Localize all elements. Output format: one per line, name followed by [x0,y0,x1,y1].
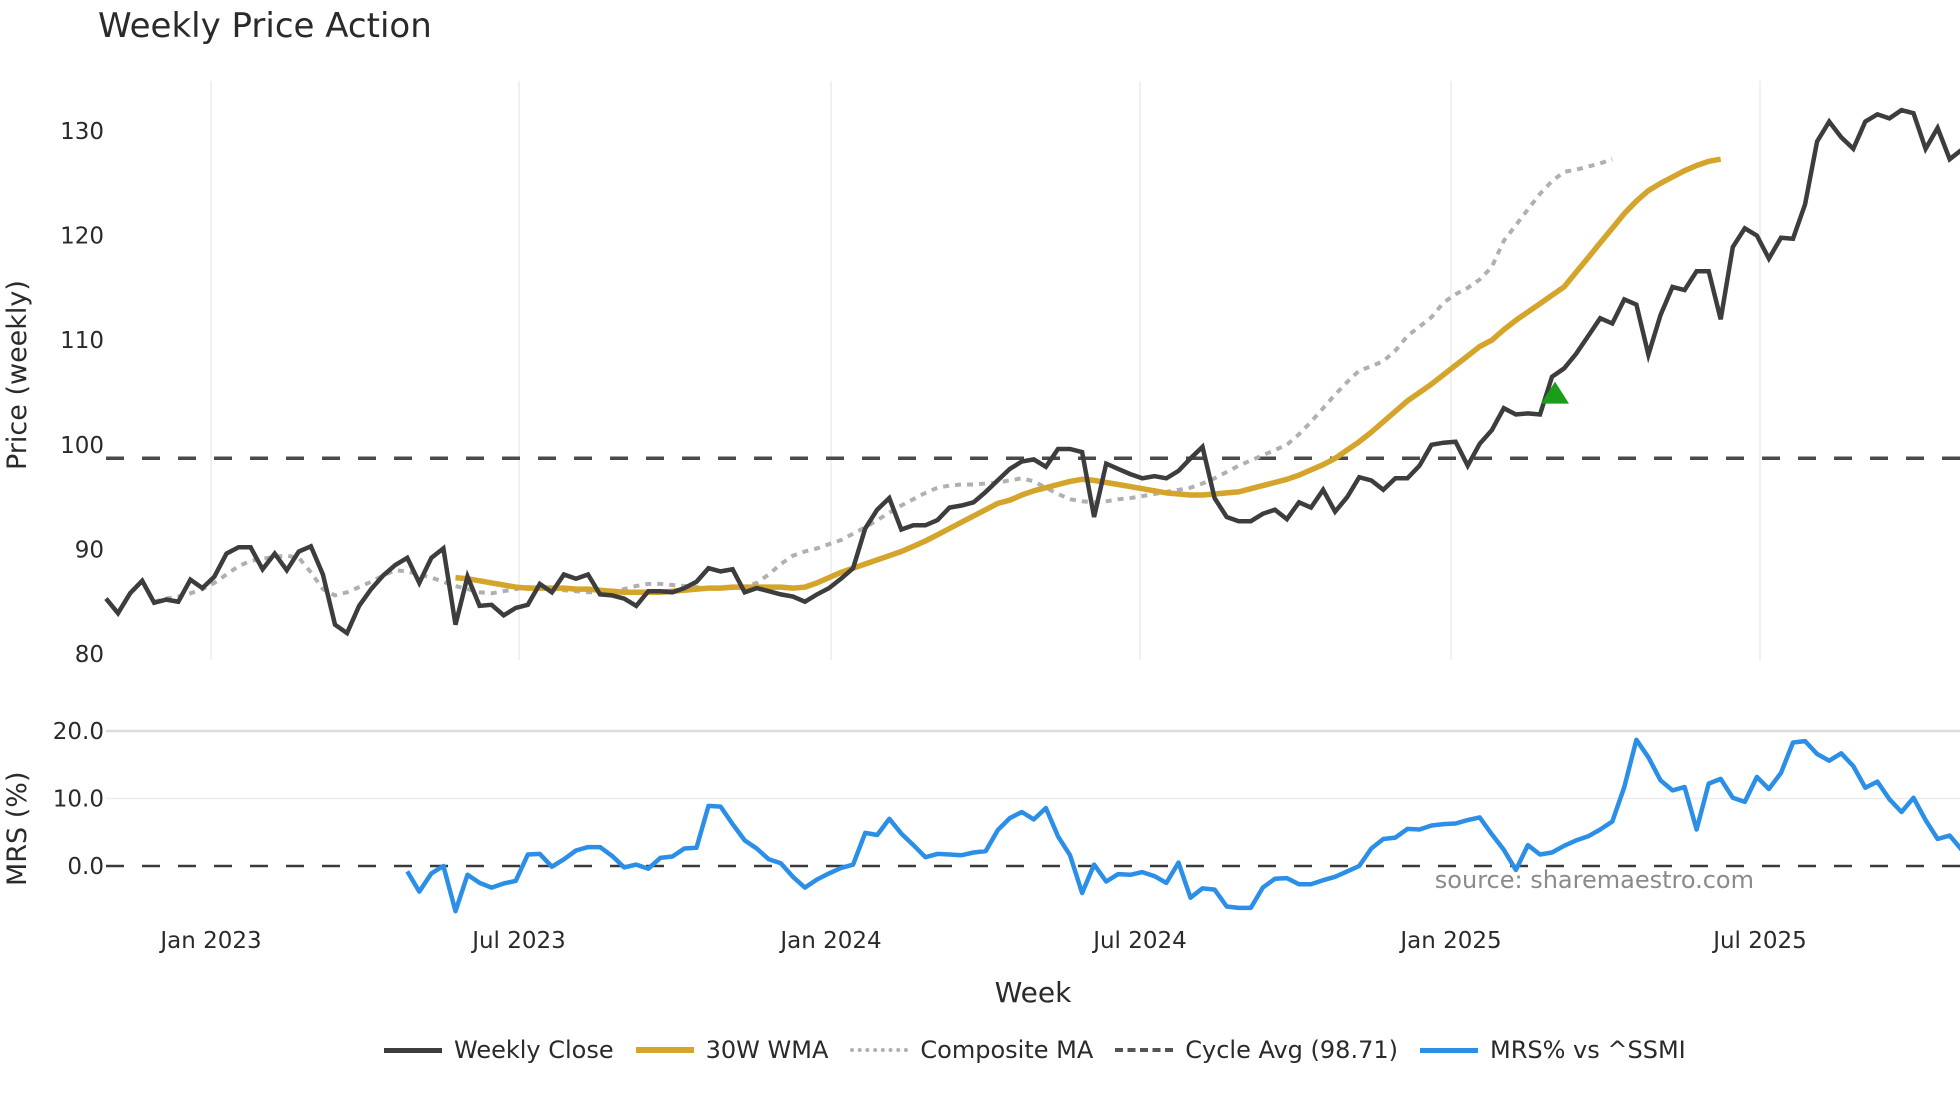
x-axis-ticks: Jan 2023 Jul 2023 Jan 2024 Jul 2024 Jan 2025… [158,928,1806,954]
x-tick-label: Jul 2024 [1091,928,1187,954]
legend-item-mrs[interactable]: MRS% vs ^SSMI [1419,1036,1686,1064]
source-note: source: sharemaestro.com [1434,866,1754,894]
legend: Weekly Close 30W WMA Composite MA Cycle … [384,1036,1708,1064]
buy-signal-triangle-icon [1541,381,1569,404]
x-tick-label: Jan 2023 [158,928,261,954]
x-tick-label: Jan 2024 [778,928,881,954]
x-tick-label: Jul 2025 [1711,928,1807,954]
y-tick-label: 130 [60,119,104,145]
legend-item-weekly-close[interactable]: Weekly Close [384,1036,614,1064]
legend-label: Weekly Close [454,1036,614,1064]
legend-label: 30W WMA [705,1036,829,1064]
gridlines [106,81,1960,800]
y-tick-label: 100 [60,433,104,459]
y-tick-label: 0.0 [67,854,104,880]
mrs-line [405,737,1960,914]
mrs-swatch-icon [1419,1047,1478,1053]
wma-swatch-icon [635,1047,694,1053]
chart-title: Weekly Price Action [98,6,432,46]
mrs-y-ticks: 0.0 10.0 20.0 [53,719,104,880]
y-tick-label: 10.0 [53,787,104,813]
weekly-close-line [104,107,1960,637]
y-tick-label: 80 [75,642,104,668]
legend-label: Composite MA [920,1036,1094,1064]
legend-label: MRS% vs ^SSMI [1489,1036,1686,1064]
y-tick-label: 90 [75,537,104,563]
legend-item-cycle-avg[interactable]: Cycle Avg (98.71) [1115,1036,1398,1064]
cycle-avg-swatch-icon [1115,1048,1174,1052]
price-y-ticks: 80 90 100 110 120 130 [60,119,104,668]
composite-ma-line [153,157,1613,604]
x-tick-label: Jul 2023 [470,928,566,954]
weekly-close-swatch-icon [384,1047,442,1053]
x-tick-label: Jan 2025 [1398,928,1501,954]
mrs-y-axis-label: MRS (%) [2,771,33,887]
wma-30w-line [455,156,1722,596]
legend-item-composite-ma[interactable]: Composite MA [850,1036,1093,1064]
y-tick-label: 20.0 [53,719,104,745]
legend-label: Cycle Avg (98.71) [1185,1036,1398,1064]
price-y-axis-label: Price (weekly) [2,280,33,470]
y-tick-label: 120 [60,224,104,250]
x-axis-label: Week [994,976,1072,1009]
y-tick-label: 110 [60,328,104,354]
composite-ma-swatch-icon [850,1048,909,1052]
legend-item-wma[interactable]: 30W WMA [635,1036,829,1064]
